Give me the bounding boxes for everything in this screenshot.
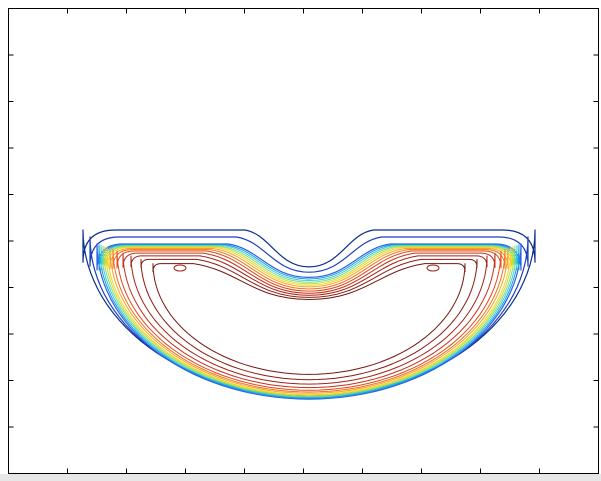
contour-loop-1 <box>173 264 187 272</box>
contour-level-14 <box>140 258 478 381</box>
contour-level-10 <box>112 249 506 393</box>
contour-level-9 <box>109 248 509 394</box>
contour-level-8 <box>106 247 512 396</box>
contour-level-5 <box>100 244 518 398</box>
axis-ticks <box>8 8 599 474</box>
contour-level-15 <box>152 263 466 375</box>
contour-level-1 <box>82 229 536 397</box>
contour-level-11 <box>116 250 502 391</box>
contour-lines <box>82 229 536 400</box>
contour-loop-2 <box>426 264 440 272</box>
plot-frame <box>8 8 599 474</box>
contour-level-4 <box>98 244 520 399</box>
contour-level-2 <box>89 236 529 399</box>
contour-level-12 <box>122 252 496 389</box>
contour-level-6 <box>102 245 516 397</box>
contour-level-7 <box>104 246 514 396</box>
scrollbar-strip <box>0 474 601 481</box>
contour-level-13 <box>130 255 488 385</box>
contour-level-3 <box>96 243 522 400</box>
axes <box>8 8 599 474</box>
